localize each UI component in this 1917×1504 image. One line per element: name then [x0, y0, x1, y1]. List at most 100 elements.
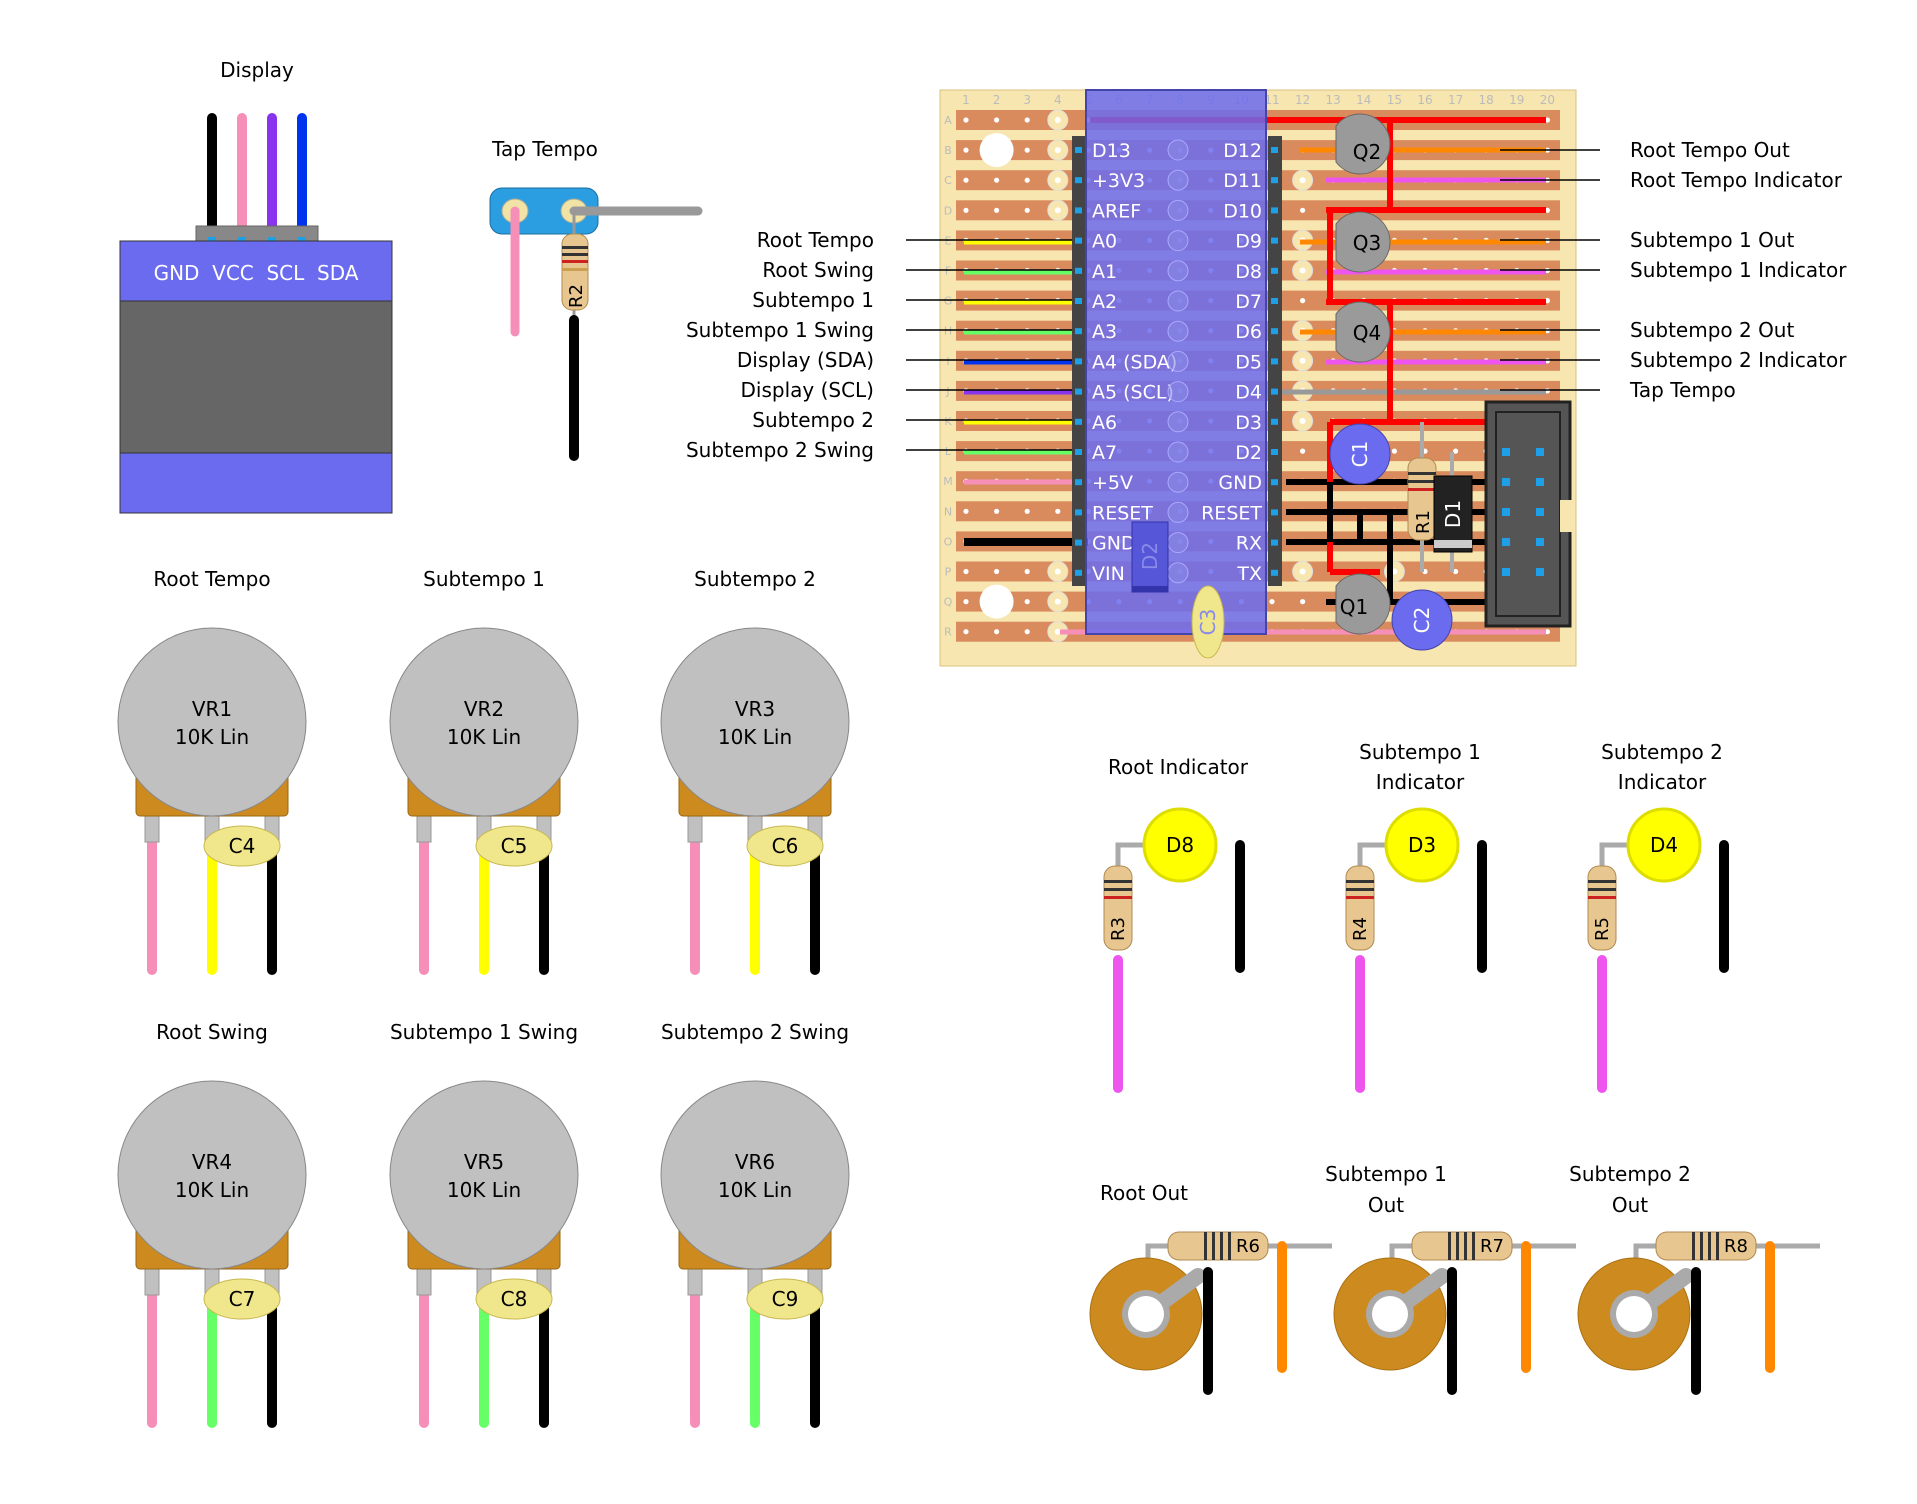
solder-pad-hole [1054, 147, 1061, 154]
row-label: M [943, 475, 953, 488]
led [1626, 807, 1702, 883]
icsp-pin [1536, 508, 1544, 516]
row-label: G [944, 295, 953, 308]
strip-hole [1391, 448, 1397, 454]
strip-hole [1024, 177, 1030, 183]
pot-capacitor [746, 1278, 824, 1320]
left-connection-label: Subtempo 2 [752, 408, 874, 432]
arduino-pins-left: D13 +3V3 AREF A0 A1 A2 A3 A4 (SDA) A5 (SCL) A6 A7 +… [1075, 140, 1177, 585]
pot-value: 10K Lin [718, 725, 792, 749]
pot-title: Subtempo 2 [694, 567, 816, 591]
right-connection-label: Subtempo 1 Out [1630, 228, 1794, 252]
strip-hole [963, 599, 969, 605]
strip-hole [1024, 508, 1030, 514]
output-title-2: Out [1368, 1193, 1404, 1217]
pot-id: VR6 [735, 1150, 775, 1174]
pot-vr4: Root Swing VR4 10K Lin C7 [117, 1020, 307, 1428]
indicator-title: Subtempo 1 [1359, 740, 1481, 764]
pin-contact [1271, 418, 1278, 425]
pot-value: 10K Lin [447, 725, 521, 749]
r2-label: R2 [566, 284, 587, 308]
mounting-hole [979, 584, 1014, 619]
indicator-resistor-label: R4 [1350, 917, 1371, 941]
row-label: R [944, 626, 952, 639]
pot-vr1: Root Tempo VR1 10K Lin C4 [117, 567, 307, 975]
arduino-left-pin-label: A3 [1092, 321, 1117, 343]
pot-leg [144, 1266, 160, 1296]
pin-contact [1075, 298, 1082, 304]
pin-contact [1271, 177, 1278, 184]
d2-label: D2 [1138, 542, 1162, 570]
pot-leg [687, 813, 703, 843]
solder-pad-hole [1299, 418, 1306, 424]
q4-transistor: Q4 [1335, 301, 1391, 363]
solder-pad-hole [1054, 568, 1061, 575]
pin-contact [1271, 358, 1278, 365]
strip-hole [1300, 599, 1306, 605]
pot-id: VR5 [464, 1150, 504, 1174]
resistor-band [1104, 888, 1132, 891]
resistor-band [1346, 888, 1374, 891]
strip-hole [1024, 147, 1030, 153]
jack-hole [1372, 1296, 1408, 1332]
strip-hole [1024, 599, 1030, 605]
solder-pad-hole [1299, 568, 1306, 575]
pin-contact [1075, 388, 1082, 395]
arduino-right-pin-label: D10 [1223, 200, 1262, 222]
c2-capacitor [1391, 589, 1453, 651]
output-resistor-label: R7 [1480, 1236, 1504, 1257]
arduino-pad [1167, 320, 1189, 342]
strip-hole [1269, 599, 1275, 605]
arduino-pad [1167, 290, 1189, 312]
output-title: Subtempo 1 [1325, 1162, 1447, 1186]
tap-tempo-switch: Tap Tempo R2 [489, 137, 703, 461]
strip-hole [994, 177, 1000, 183]
pot-capacitor-label: C9 [772, 1287, 799, 1311]
arduino-right-pin-label: D3 [1235, 412, 1262, 434]
arduino-left-pin-label: A1 [1092, 261, 1117, 283]
display-screen [119, 300, 393, 454]
arduino-left-pin-label: D13 [1092, 140, 1131, 162]
strip-hole [1300, 298, 1306, 304]
solder-pad-hole [1054, 177, 1061, 184]
jack-hole [1128, 1296, 1164, 1332]
indicator-resistor [1103, 865, 1133, 951]
arduino-pad [1167, 260, 1189, 282]
right-connection-label: Subtempo 2 Indicator [1630, 348, 1847, 372]
arduino-pad [1167, 562, 1189, 584]
strip-hole [994, 629, 1000, 635]
indicator-d8: Root Indicator R3 D8 [1103, 755, 1249, 1093]
arduino-right-pin-label: RESET [1201, 502, 1262, 524]
pin-contact [1271, 509, 1278, 516]
arduino-right-pin-label: D7 [1235, 291, 1262, 313]
pot-vr2: Subtempo 1 VR2 10K Lin C5 [389, 567, 579, 975]
arduino-pad [1167, 532, 1189, 554]
row-label: J [945, 385, 949, 398]
resistor-band [1708, 1232, 1711, 1260]
row-label: Q [944, 596, 953, 609]
pin-contact [1075, 418, 1082, 425]
col-label: 20 [1540, 93, 1555, 107]
q2-label: Q2 [1353, 140, 1381, 164]
pot-knob [117, 1080, 307, 1270]
pot-capacitor-label: C8 [501, 1287, 528, 1311]
right-connection-label: Root Tempo Indicator [1630, 168, 1843, 192]
tap-tempo-title: Tap Tempo [491, 137, 598, 161]
strip-hole [1024, 117, 1030, 123]
strip-hole [1024, 629, 1030, 635]
col-label: 12 [1295, 93, 1310, 107]
icsp-pin [1536, 448, 1544, 456]
pin-contact [1075, 479, 1082, 486]
arduino-right-pin-label: D8 [1235, 261, 1262, 283]
potentiometers: Root Tempo VR1 10K Lin C4 Subtempo 1 VR2 10K L… [117, 567, 850, 1428]
row-label: H [944, 325, 952, 338]
left-connection-label: Subtempo 1 Swing [686, 318, 874, 342]
strip-hole [1300, 207, 1306, 213]
c1-label: C1 [1348, 441, 1372, 468]
solder-pad-hole [1299, 357, 1306, 364]
icsp-pins [1502, 448, 1544, 576]
strip-hole [994, 568, 1000, 575]
col-label: 14 [1356, 93, 1371, 107]
resistor-band [1228, 1232, 1231, 1260]
pot-knob [117, 627, 307, 817]
